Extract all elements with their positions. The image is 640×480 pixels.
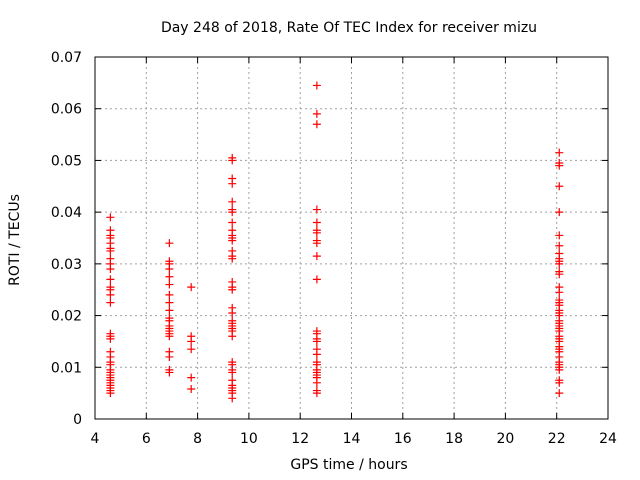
data-point (165, 239, 174, 248)
data-point (555, 208, 564, 217)
data-point (106, 389, 115, 398)
data-point (165, 332, 174, 341)
data-point (106, 298, 115, 307)
data-point (106, 246, 115, 255)
x-tick-label: 20 (496, 431, 514, 447)
x-tick-label: 22 (548, 431, 566, 447)
axis-ticks (94, 56, 609, 420)
y-tick-label: 0.03 (51, 257, 82, 273)
data-point (106, 213, 115, 222)
data-point (312, 120, 321, 129)
data-point (312, 378, 321, 387)
data-point (228, 236, 237, 245)
data-point (228, 308, 237, 317)
data-point (228, 179, 237, 188)
data-point (228, 254, 237, 263)
data-point (228, 218, 237, 227)
data-point (228, 197, 237, 206)
grid (95, 57, 608, 419)
x-axis-label: GPS time / hours (290, 457, 407, 473)
data-point (106, 290, 115, 299)
x-tick-label: 18 (445, 431, 463, 447)
x-tick-label: 8 (193, 431, 202, 447)
data-point (555, 259, 564, 268)
x-tick-label: 16 (394, 431, 412, 447)
y-tick-labels: 0 0.01 0.02 0.03 0.04 0.05 0.06 0.07 (51, 50, 82, 428)
data-point (187, 345, 196, 354)
data-point (312, 228, 321, 237)
y-tick-label: 0.04 (51, 205, 82, 221)
x-tick-label: 10 (240, 431, 258, 447)
data-point (312, 218, 321, 227)
data-point (187, 283, 196, 292)
data-point (312, 205, 321, 214)
data-point (106, 275, 115, 284)
data-point (312, 337, 321, 346)
data-point (555, 182, 564, 191)
data-point (555, 231, 564, 240)
data-point (555, 270, 564, 279)
data-point (312, 275, 321, 284)
chart-title: Day 248 of 2018, Rate Of TEC Index for r… (161, 20, 537, 36)
data-point (312, 389, 321, 398)
data-point (228, 156, 237, 165)
data-point (187, 373, 196, 382)
data-points (106, 81, 564, 403)
data-point (228, 208, 237, 217)
data-point (312, 239, 321, 248)
x-tick-label: 24 (599, 431, 617, 447)
data-point (228, 368, 237, 377)
data-point (165, 306, 174, 315)
data-point (555, 378, 564, 387)
x-tick-label: 14 (343, 431, 361, 447)
data-point (187, 337, 196, 346)
data-point (165, 368, 174, 377)
data-point (165, 265, 174, 274)
data-point (312, 252, 321, 261)
data-point (165, 298, 174, 307)
data-point (555, 365, 564, 374)
y-tick-label: 0 (73, 412, 82, 428)
data-point (555, 161, 564, 170)
x-tick-label: 4 (91, 431, 100, 447)
y-tick-label: 0.02 (51, 309, 82, 325)
data-point (165, 272, 174, 281)
data-point (106, 334, 115, 343)
data-point (165, 280, 174, 289)
x-tick-label: 12 (291, 431, 309, 447)
data-point (106, 265, 115, 274)
data-point (555, 389, 564, 398)
data-point (312, 350, 321, 359)
x-tick-labels: 4 6 8 10 12 14 16 18 20 22 24 (91, 431, 617, 447)
data-point (312, 109, 321, 118)
data-point (165, 290, 174, 299)
data-point (165, 352, 174, 361)
data-point (555, 148, 564, 157)
y-axis-label: ROTI / TECUs (7, 194, 23, 286)
y-tick-label: 0.05 (51, 153, 82, 169)
data-point (312, 81, 321, 90)
x-tick-label: 6 (142, 431, 151, 447)
data-point (228, 394, 237, 403)
data-point (228, 285, 237, 294)
y-tick-label: 0.07 (51, 50, 82, 66)
data-point (228, 332, 237, 341)
data-point (187, 385, 196, 394)
data-point (555, 241, 564, 250)
data-point (555, 288, 564, 297)
y-tick-label: 0.01 (51, 360, 82, 376)
y-tick-label: 0.06 (51, 102, 82, 118)
